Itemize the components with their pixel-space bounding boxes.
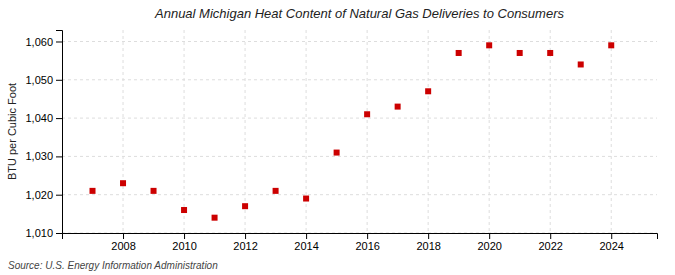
grid-line-x xyxy=(367,30,368,233)
y-tick-label: 1,010 xyxy=(25,227,53,239)
x-tick-label: 2008 xyxy=(111,240,135,252)
point xyxy=(181,207,187,213)
grid-line-y xyxy=(62,41,657,42)
y-axis: 1,010 1,020 1,030 1,040 1,050 1,060 xyxy=(25,31,62,240)
y-tick-label: 1,040 xyxy=(25,112,53,124)
x-tick: 2020 xyxy=(477,233,501,252)
y-tick: 1,060 xyxy=(25,36,62,48)
grid-line-x xyxy=(550,30,551,233)
point xyxy=(425,88,431,94)
y-tick: 1,040 xyxy=(25,112,62,124)
point xyxy=(364,111,370,117)
x-tick-label: 2024 xyxy=(599,240,623,252)
x-tick-mark xyxy=(245,233,246,239)
y-tick-label: 1,050 xyxy=(25,74,53,86)
grid-line-x xyxy=(428,30,429,233)
x-tick: 2018 xyxy=(416,233,440,252)
point xyxy=(517,50,523,56)
point xyxy=(212,215,218,221)
x-tick: 2016 xyxy=(355,233,379,252)
y-tick: 1,020 xyxy=(25,189,62,201)
x-tick-mark xyxy=(123,233,124,239)
point xyxy=(486,42,492,48)
grid-line-x xyxy=(306,30,307,233)
y-axis-line xyxy=(56,31,63,234)
point xyxy=(334,150,340,156)
source-note: Source: U.S. Energy Information Administ… xyxy=(8,260,218,271)
x-tick-mark xyxy=(428,233,429,239)
point xyxy=(547,50,553,56)
x-tick: 2014 xyxy=(294,233,318,252)
x-tick-label: 2016 xyxy=(355,240,379,252)
y-tick-mark xyxy=(56,118,62,119)
x-tick-mark xyxy=(611,233,612,239)
y-tick: 1,050 xyxy=(25,74,62,86)
y-tick-label: 1,030 xyxy=(25,150,53,162)
grid-line-x xyxy=(123,30,124,233)
x-tick-mark xyxy=(489,233,490,239)
point xyxy=(456,50,462,56)
grid-line-y xyxy=(62,118,657,119)
y-tick-mark xyxy=(56,233,62,234)
x-tick-label: 2012 xyxy=(233,240,257,252)
x-tick-label: 2022 xyxy=(538,240,562,252)
x-tick: 2010 xyxy=(172,233,196,252)
grid-line-y xyxy=(62,79,657,80)
x-tick-mark xyxy=(306,233,307,239)
grid-line-x xyxy=(489,30,490,233)
x-axis-line xyxy=(63,234,658,240)
grid-line-y xyxy=(62,194,657,195)
x-tick-label: 2018 xyxy=(416,240,440,252)
y-tick-mark xyxy=(56,195,62,196)
point xyxy=(578,61,584,67)
x-tick: 2022 xyxy=(538,233,562,252)
x-tick-label: 2010 xyxy=(172,240,196,252)
points xyxy=(90,42,615,220)
x-tick-mark xyxy=(550,233,551,239)
point xyxy=(608,42,614,48)
point xyxy=(242,203,248,209)
point xyxy=(151,188,157,194)
y-tick: 1,030 xyxy=(25,150,62,162)
x-tick: 2008 xyxy=(111,233,135,252)
x-tick-mark xyxy=(184,233,185,239)
y-tick-label: 1,060 xyxy=(25,36,53,48)
grid xyxy=(62,30,657,233)
point xyxy=(303,196,309,202)
point xyxy=(273,188,279,194)
grid-line-x xyxy=(245,30,246,233)
point xyxy=(120,180,126,186)
x-tick: 2012 xyxy=(233,233,257,252)
x-tick-label: 2014 xyxy=(294,240,318,252)
y-tick-mark xyxy=(56,80,62,81)
grid-line-y xyxy=(62,156,657,157)
grid-line-x xyxy=(184,30,185,233)
grid-line-x xyxy=(611,30,612,233)
x-tick: 2024 xyxy=(599,233,623,252)
y-axis-label: BTU per Cubic Foot xyxy=(6,83,18,180)
point xyxy=(90,188,96,194)
plot-area: 2008 2010 2012 2014 2016 2018 2020 2022 2024 1,01… xyxy=(25,30,657,252)
y-tick-mark xyxy=(56,156,62,157)
x-tick-label: 2020 xyxy=(477,240,501,252)
y-tick: 1,010 xyxy=(25,227,62,239)
chart: 2008 2010 2012 2014 2016 2018 2020 2022 2024 1,01… xyxy=(0,0,675,275)
y-tick-label: 1,020 xyxy=(25,189,53,201)
point xyxy=(395,104,401,110)
x-axis: 2008 2010 2012 2014 2016 2018 2020 2022 2024 xyxy=(63,233,658,252)
x-tick-mark xyxy=(367,233,368,239)
title: Annual Michigan Heat Content of Natural … xyxy=(154,6,564,21)
y-tick-mark xyxy=(56,41,62,42)
